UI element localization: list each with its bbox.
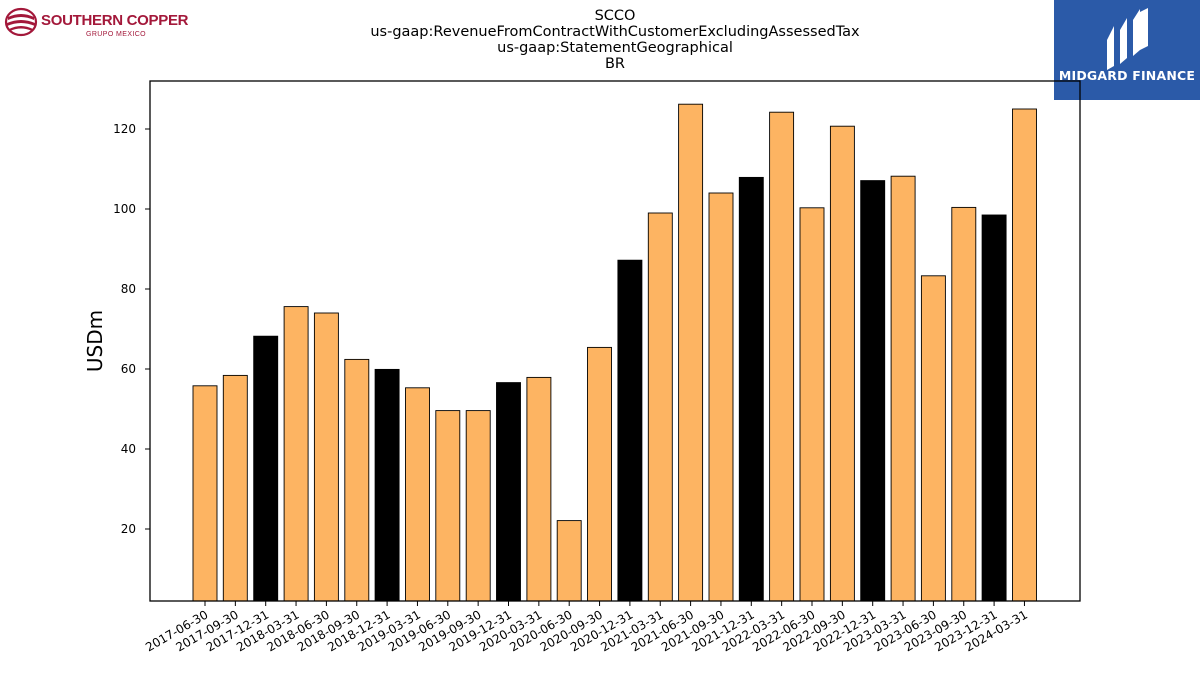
bar-2022-12-31 [860,180,886,602]
bar-2019-03-31 [405,387,430,602]
bar-2021-03-31 [647,212,673,602]
bar-series [192,103,1037,602]
y-axis-label: USDm [83,310,107,372]
southern-copper-emblem-icon [4,7,38,37]
y-tick-label: 60 [121,362,136,376]
bar-2020-06-30 [556,520,582,602]
bar-2023-03-31 [890,175,916,602]
bar-2023-12-31 [981,214,1007,602]
bar-2020-09-30 [587,346,612,602]
chart-title-line-4: BR [605,56,625,72]
bar-2018-09-30 [344,358,370,602]
midgard-finance-logo: MIDGARD FINANCE [1054,0,1200,100]
chart-title-line-3: us-gaap:StatementGeographical [497,40,733,56]
y-tick-label: 20 [121,522,136,536]
bar-2022-09-30 [829,125,855,602]
y-tick-label: 80 [121,282,136,296]
midgard-emblem-icon [1107,8,1148,70]
bar-2023-09-30 [951,206,977,602]
bar-2021-06-30 [678,103,704,602]
plot-frame [149,80,1081,602]
southern-copper-name: SOUTHERN COPPER [41,12,189,29]
bar-2022-06-30 [799,207,825,602]
grupo-mexico-subtitle: GRUPO MEXICO [86,31,147,38]
bar-2021-09-30 [708,192,734,602]
chart-title-line-2: us-gaap:RevenueFromContractWithCustomerE… [370,24,860,40]
bar-2018-12-31 [374,368,400,602]
bar-2017-12-31 [253,335,279,602]
bar-2019-06-30 [435,410,461,602]
bar-2021-12-31 [738,176,764,602]
bar-2018-06-30 [313,312,339,602]
y-tick-label: 40 [121,442,136,456]
midgard-finance-name: MIDGARD FINANCE [1058,68,1196,83]
bar-2024-03-31 [1012,108,1037,602]
chart-title-line-1: SCCO [595,8,636,24]
bar-2023-06-30 [920,275,946,602]
y-tick-label: 120 [113,122,136,136]
chart-title-block: SCCO us-gaap:RevenueFromContractWithCust… [370,8,860,72]
bar-2017-09-30 [222,374,248,602]
y-axis: 20 40 60 80 100 120 [113,122,150,536]
bar-2019-12-31 [496,382,521,602]
southern-copper-logo: SOUTHERN COPPER GRUPO MEXICO [4,4,194,44]
bar-2020-03-31 [526,376,552,602]
bar-2022-03-31 [769,111,795,602]
y-tick-label: 100 [113,202,136,216]
bar-2019-09-30 [465,410,491,602]
x-axis: 2017-06-302017-09-302017-12-312018-03-31… [143,601,1030,654]
bar-2018-03-31 [283,306,309,602]
bar-2020-12-31 [617,259,643,602]
bar-2017-06-30 [192,385,218,602]
